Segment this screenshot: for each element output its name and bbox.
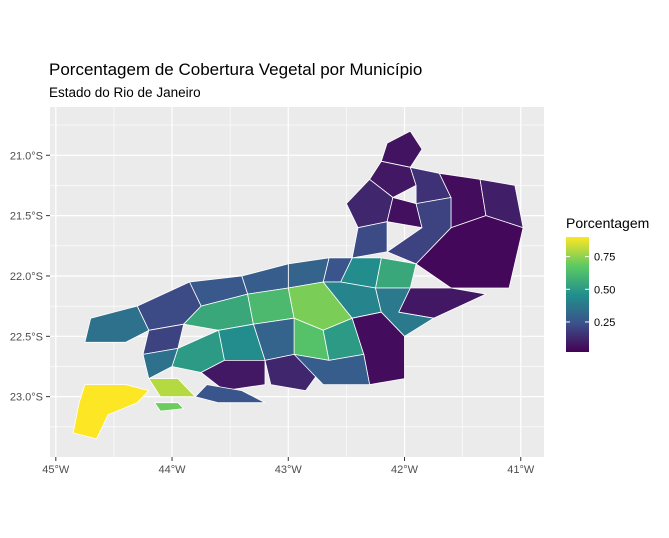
municipality — [194, 384, 266, 404]
y-tick-label: 23.0°S — [10, 392, 43, 404]
chart-title: Porcentagem de Cobertura Vegetal por Mun… — [49, 60, 422, 79]
municipality — [380, 130, 423, 168]
x-axis: 45°W 44°W 43°W 42°W 41°W — [42, 457, 535, 476]
municipality — [148, 378, 196, 398]
municipality — [84, 305, 150, 343]
y-tick-label: 22.5°S — [10, 331, 43, 343]
y-tick-label: 21.0°S — [10, 150, 43, 162]
municipality — [369, 160, 417, 198]
municipality — [247, 287, 295, 325]
legend-tick-label: 0.75 — [594, 252, 615, 264]
municipality — [200, 359, 266, 392]
municipality — [142, 347, 179, 380]
legend: Porcentagem 0.75 0.50 0.25 — [566, 215, 649, 352]
legend-tick-label: 0.25 — [594, 317, 615, 329]
municipality — [351, 221, 388, 259]
x-tick-label: 44°W — [159, 464, 187, 476]
x-tick-label: 45°W — [42, 464, 70, 476]
y-tick-label: 22.0°S — [10, 271, 43, 283]
municipality-polygons — [72, 130, 524, 440]
municipality — [293, 353, 371, 386]
legend-tick-label: 0.50 — [594, 284, 615, 296]
municipality — [154, 402, 185, 412]
x-tick-label: 42°W — [391, 464, 419, 476]
y-axis: 21.0°S 21.5°S 22.0°S 22.5°S 23.0°S — [10, 150, 50, 404]
x-tick-label: 43°W — [275, 464, 303, 476]
chart-subtitle: Estado do Rio de Janeiro — [49, 85, 201, 100]
legend-colorbar — [566, 237, 589, 352]
legend-title: Porcentagem — [566, 215, 649, 231]
legend-ticks: 0.75 0.50 0.25 — [566, 252, 615, 329]
x-tick-label: 41°W — [507, 464, 535, 476]
municipality — [72, 384, 150, 440]
y-tick-label: 21.5°S — [10, 211, 43, 223]
